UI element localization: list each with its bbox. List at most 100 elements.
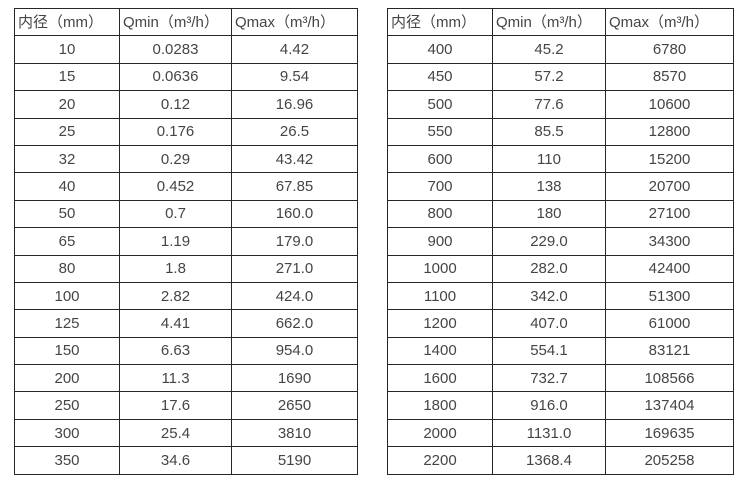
table-row: 900 229.0 34300 [387, 227, 734, 256]
table-cell: 57.2 [492, 62, 606, 92]
table-row: 400 45.2 6780 [387, 35, 734, 64]
table-cell: 5190 [231, 446, 358, 475]
table-row: 600 110 15200 [387, 144, 734, 174]
table-cell: 2200 [387, 446, 493, 475]
table-row: 1400 554.1 83121 [387, 336, 734, 366]
table-cell: 17.6 [119, 391, 232, 420]
table-cell: 1690 [231, 364, 358, 393]
header-cell-diameter: 内径（mm） [387, 7, 493, 37]
table-cell: 180 [492, 199, 606, 229]
table-cell: 1.19 [119, 227, 232, 256]
table-cell: 12800 [605, 117, 734, 146]
table-body: 10 0.0283 4.42 15 0.0636 9.54 20 0.12 16.96 25 0.1… [14, 35, 358, 475]
table-cell: 10600 [605, 90, 734, 119]
table-row: 800 180 27100 [387, 199, 734, 229]
table-cell: 20 [14, 90, 120, 119]
table-cell: 424.0 [231, 281, 358, 311]
table-cell: 51300 [605, 281, 734, 311]
table-cell: 916.0 [492, 391, 606, 420]
table-cell: 16.96 [231, 90, 358, 119]
table-cell: 45.2 [492, 35, 606, 64]
table-cell: 500 [387, 90, 493, 119]
table-cell: 42400 [605, 254, 734, 283]
table-cell: 0.12 [119, 90, 232, 119]
table-cell: 1131.0 [492, 418, 606, 448]
table-cell: 25 [14, 117, 120, 146]
table-cell: 26.5 [231, 117, 358, 146]
header-row: 内径（mm） Qmin（m³/h） Qmax（m³/h） [14, 7, 358, 37]
flow-spec-table-small-diameters: 内径（mm） Qmin（m³/h） Qmax（m³/h） 10 0.0283 4.4… [14, 7, 358, 475]
table-row: 1100 342.0 51300 [387, 281, 734, 311]
table-cell: 77.6 [492, 90, 606, 119]
header-cell-qmax: Qmax（m³/h） [605, 7, 734, 37]
table-row: 250 17.6 2650 [14, 391, 358, 420]
table-row: 150 6.63 954.0 [14, 336, 358, 366]
table-cell: 100 [14, 281, 120, 311]
table-cell: 954.0 [231, 336, 358, 366]
table-cell: 342.0 [492, 281, 606, 311]
table-cell: 25.4 [119, 418, 232, 448]
table-cell: 1800 [387, 391, 493, 420]
table-cell: 450 [387, 62, 493, 92]
table-cell: 2650 [231, 391, 358, 420]
table-row: 80 1.8 271.0 [14, 254, 358, 283]
table-cell: 3810 [231, 418, 358, 448]
table-cell: 662.0 [231, 309, 358, 338]
table-cell: 34.6 [119, 446, 232, 475]
table-cell: 229.0 [492, 227, 606, 256]
table-cell: 4.42 [231, 35, 358, 64]
table-row: 550 85.5 12800 [387, 117, 734, 146]
table-cell: 20700 [605, 172, 734, 201]
table-body: 400 45.2 6780 450 57.2 8570 500 77.6 10600 550 85.… [387, 35, 734, 475]
table-cell: 400 [387, 35, 493, 64]
header-cell-qmin: Qmin（m³/h） [492, 7, 606, 37]
table-row: 40 0.452 67.85 [14, 172, 358, 201]
table-cell: 8570 [605, 62, 734, 92]
table-cell: 200 [14, 364, 120, 393]
table-cell: 1000 [387, 254, 493, 283]
table-cell: 0.0283 [119, 35, 232, 64]
header-cell-qmax: Qmax（m³/h） [231, 7, 358, 37]
table-cell: 32 [14, 144, 120, 174]
table-cell: 1100 [387, 281, 493, 311]
table-cell: 50 [14, 199, 120, 229]
table-cell: 125 [14, 309, 120, 338]
table-cell: 2000 [387, 418, 493, 448]
table-cell: 9.54 [231, 62, 358, 92]
table-row: 20 0.12 16.96 [14, 90, 358, 119]
table-cell: 205258 [605, 446, 734, 475]
table-row: 300 25.4 3810 [14, 418, 358, 448]
table-cell: 250 [14, 391, 120, 420]
table-cell: 83121 [605, 336, 734, 366]
table-cell: 6780 [605, 35, 734, 64]
header-row: 内径（mm） Qmin（m³/h） Qmax（m³/h） [387, 7, 734, 37]
table-cell: 0.176 [119, 117, 232, 146]
table-cell: 11.3 [119, 364, 232, 393]
table-cell: 300 [14, 418, 120, 448]
table-cell: 138 [492, 172, 606, 201]
table-row: 350 34.6 5190 [14, 446, 358, 475]
table-cell: 0.29 [119, 144, 232, 174]
table-cell: 61000 [605, 309, 734, 338]
table-cell: 80 [14, 254, 120, 283]
table-cell: 15200 [605, 144, 734, 174]
table-row: 200 11.3 1690 [14, 364, 358, 393]
table-cell: 6.63 [119, 336, 232, 366]
table-cell: 85.5 [492, 117, 606, 146]
table-cell: 600 [387, 144, 493, 174]
table-cell: 407.0 [492, 309, 606, 338]
table-row: 1000 282.0 42400 [387, 254, 734, 283]
table-row: 1800 916.0 137404 [387, 391, 734, 420]
table-cell: 169635 [605, 418, 734, 448]
table-cell: 554.1 [492, 336, 606, 366]
table-row: 2200 1368.4 205258 [387, 446, 734, 475]
table-cell: 700 [387, 172, 493, 201]
table-row: 500 77.6 10600 [387, 90, 734, 119]
table-cell: 550 [387, 117, 493, 146]
table-cell: 10 [14, 35, 120, 64]
table-cell: 150 [14, 336, 120, 366]
table-cell: 1.8 [119, 254, 232, 283]
table-cell: 0.452 [119, 172, 232, 201]
table-row: 32 0.29 43.42 [14, 144, 358, 174]
table-cell: 271.0 [231, 254, 358, 283]
